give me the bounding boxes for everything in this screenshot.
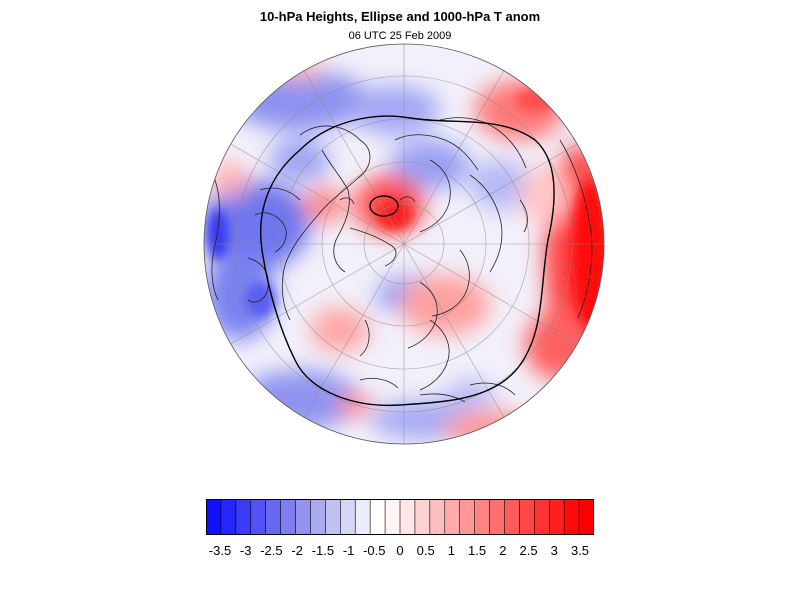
colorbar-swatch [534, 499, 550, 535]
colorbar-tick-label: -1 [342, 543, 355, 558]
colorbar-tick-label: -1.5 [311, 543, 335, 558]
colorbar-tick-label: -2.5 [260, 543, 283, 558]
colorbar-swatch [280, 499, 297, 535]
colorbar-swatch [235, 499, 252, 535]
colorbar-tick-label: 3 [550, 543, 558, 558]
colorbar-swatch [519, 499, 535, 535]
colorbar-swatch [340, 499, 356, 535]
colorbar-swatch [325, 499, 341, 535]
colorbar-border [206, 499, 594, 535]
colorbar-tick-label: -3 [239, 543, 252, 558]
colorbar-swatch [563, 499, 580, 535]
colorbar-tick-label: 3.5 [570, 543, 590, 558]
colorbar-swatch [384, 499, 401, 535]
colorbar [206, 499, 594, 535]
colorbar-swatch [399, 499, 416, 535]
map-boundary [203, 43, 605, 445]
temperature-anomaly-field [204, 44, 604, 444]
colorbar-swatch [489, 499, 506, 535]
colorbar-tick-label: 2.5 [519, 543, 538, 558]
graticule [204, 44, 604, 444]
colorbar-tick-label: 1 [447, 543, 456, 558]
colorbar-tick-label: 0.5 [416, 543, 435, 558]
colorbar-labels: -3.5 -3 -2.5 -2 -1.5 -1 -0.5 0 0.5 1 1.5 2 2.5 3 3.5 [206, 543, 594, 559]
colorbar-swatch [578, 499, 594, 535]
colorbar-swatch [265, 499, 282, 535]
colorbar-tick-label: -0.5 [363, 543, 386, 558]
colorbar-tick-label: 2 [499, 543, 507, 558]
colorbar-swatch [414, 499, 431, 535]
polar-map [203, 43, 605, 445]
colorbar-tick-label: -3.5 [208, 543, 232, 558]
colorbar-swatch [474, 499, 491, 535]
colorbar-tick-label: -2 [291, 543, 303, 558]
colorbar-swatch [206, 499, 222, 535]
colorbar-swatch [220, 499, 237, 535]
colorbar-tick-label: 0 [396, 543, 404, 558]
map-title: 10-hPa Heights, Ellipse and 1000-hPa T a… [259, 9, 541, 24]
coastlines [211, 117, 593, 403]
colorbar-swatch [295, 499, 312, 535]
colorbar-swatch [369, 499, 386, 535]
colorbar-swatch [250, 499, 267, 535]
colorbar-swatch [354, 499, 371, 535]
colorbar-swatch [310, 499, 326, 535]
colorbar-swatch [504, 499, 520, 535]
height-contour [259, 115, 555, 407]
map-subtitle: 06 UTC 25 Feb 2009 [348, 30, 452, 42]
colorbar-swatch [548, 499, 565, 535]
colorbar-swatch [429, 499, 446, 535]
colorbar-swatch [444, 499, 461, 535]
colorbar-tick-label: 1.5 [468, 543, 487, 558]
colorbar-swatch [459, 499, 476, 535]
vortex-ellipse [369, 195, 399, 217]
